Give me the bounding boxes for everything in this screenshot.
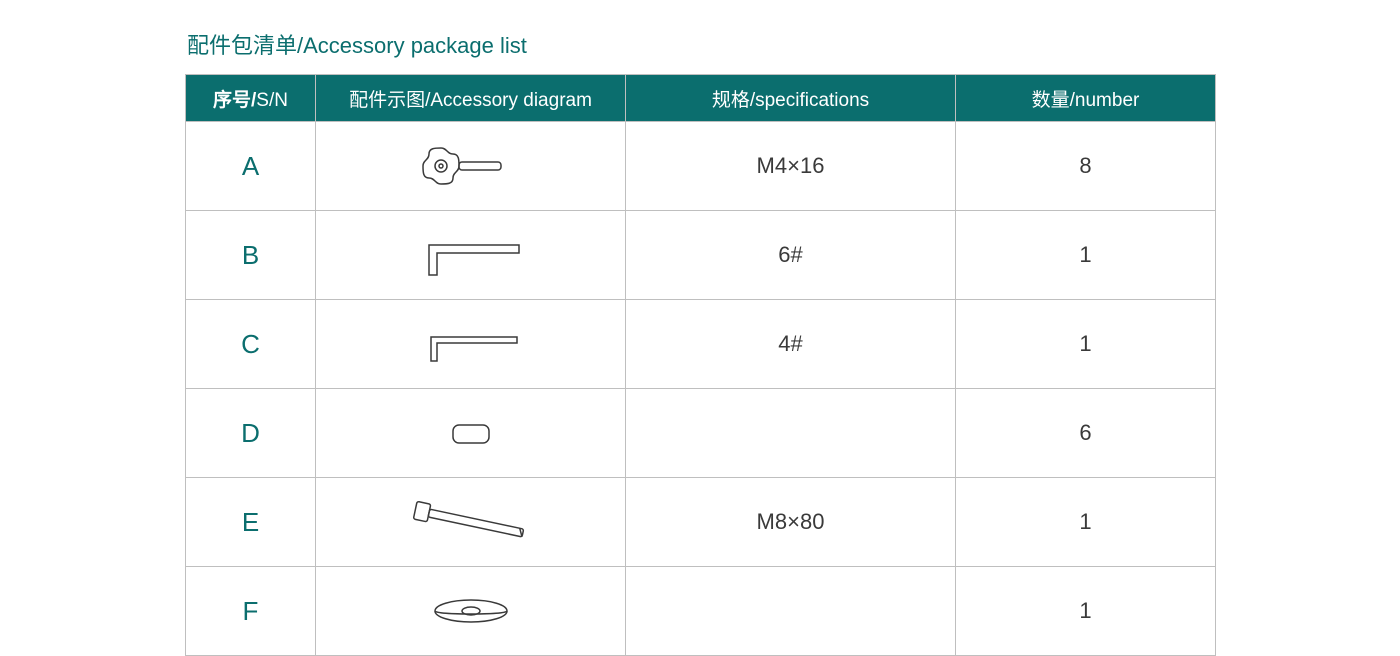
table-row: D 6: [186, 389, 1216, 478]
cell-diagram: [316, 478, 626, 567]
hex-key-6-icon: [401, 225, 541, 285]
table-row: B 6# 1: [186, 211, 1216, 300]
cell-sn: B: [186, 211, 316, 300]
table-row: F 1: [186, 567, 1216, 656]
cell-sn: A: [186, 122, 316, 211]
cell-diagram: [316, 389, 626, 478]
table-row: C 4# 1: [186, 300, 1216, 389]
cell-num: 1: [956, 300, 1216, 389]
col-header-diag: 配件示图/Accessory diagram: [316, 75, 626, 122]
cell-spec: 6#: [626, 211, 956, 300]
table-header-row: 序号/S/N 配件示图/Accessory diagram 规格/specifi…: [186, 75, 1216, 122]
cell-sn: E: [186, 478, 316, 567]
cell-diagram: [316, 300, 626, 389]
cell-spec: 4#: [626, 300, 956, 389]
col-header-num: 数量/number: [956, 75, 1216, 122]
table-row: A M4×16 8: [186, 122, 1216, 211]
cell-sn: C: [186, 300, 316, 389]
cell-diagram: [316, 211, 626, 300]
cell-num: 1: [956, 567, 1216, 656]
cell-sn: F: [186, 567, 316, 656]
cell-diagram: [316, 567, 626, 656]
cell-num: 6: [956, 389, 1216, 478]
washer-plate-icon: [416, 591, 526, 631]
cap-icon: [431, 413, 511, 453]
cell-diagram: [316, 122, 626, 211]
cell-spec: M8×80: [626, 478, 956, 567]
knob-bolt-icon: [411, 136, 531, 196]
col-header-sn: 序号/S/N: [186, 75, 316, 122]
hex-key-4-icon: [401, 319, 541, 369]
accessory-table: 序号/S/N 配件示图/Accessory diagram 规格/specifi…: [185, 74, 1216, 656]
cell-sn: D: [186, 389, 316, 478]
cell-num: 1: [956, 478, 1216, 567]
cell-spec: M4×16: [626, 122, 956, 211]
page-title: 配件包清单/Accessory package list: [187, 28, 1215, 60]
cell-num: 8: [956, 122, 1216, 211]
long-bolt-icon: [396, 497, 546, 547]
cell-spec: [626, 389, 956, 478]
cell-num: 1: [956, 211, 1216, 300]
cell-spec: [626, 567, 956, 656]
col-header-spec: 规格/specifications: [626, 75, 956, 122]
table-row: E M8×80 1: [186, 478, 1216, 567]
